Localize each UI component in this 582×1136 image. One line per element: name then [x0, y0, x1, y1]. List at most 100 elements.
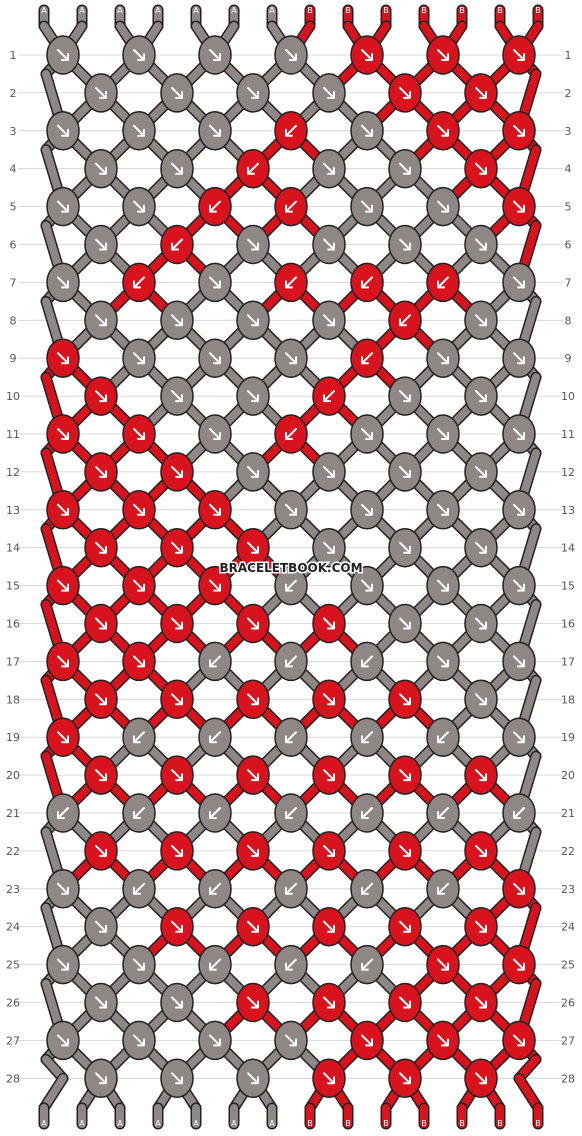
arrow-down-right-icon	[323, 617, 335, 630]
arrow-down-right-icon	[399, 465, 411, 478]
arrow-down-right-icon	[171, 541, 183, 554]
knot	[160, 527, 194, 568]
arrow-down-right-icon	[399, 920, 411, 933]
strand-letter-top: A	[231, 6, 237, 15]
arrow-down-right-icon	[57, 200, 69, 213]
arrow-down-left-icon	[361, 352, 373, 365]
knot	[84, 376, 118, 416]
arrow-down-right-icon	[361, 200, 373, 213]
arrow-down-right-icon	[475, 162, 487, 175]
knot	[274, 35, 308, 75]
knot	[464, 376, 498, 416]
strand-letter-top: B	[307, 6, 313, 15]
knot	[46, 414, 80, 454]
knot	[502, 414, 536, 454]
knot	[122, 186, 156, 227]
arrow-down-left-icon	[361, 655, 373, 668]
arrow-down-right-icon	[57, 49, 69, 61]
knot	[502, 793, 536, 833]
knot	[350, 414, 384, 454]
arrow-down-right-icon	[513, 655, 525, 668]
knot	[122, 111, 156, 151]
arrow-down-right-icon	[133, 503, 145, 516]
arrow-down-right-icon	[361, 49, 373, 61]
knot	[84, 679, 118, 720]
arrow-down-right-icon	[209, 49, 221, 61]
row-number-left: 15	[6, 580, 20, 593]
strand-letter-top: B	[383, 6, 389, 15]
knot	[198, 262, 232, 303]
arrow-down-right-icon	[323, 86, 335, 99]
knot	[312, 831, 346, 871]
knot	[122, 414, 156, 454]
knot	[122, 869, 156, 909]
arrow-down-right-icon	[133, 352, 145, 365]
arrow-down-right-icon	[57, 958, 69, 971]
knot	[426, 414, 460, 454]
row-number-left: 20	[6, 769, 20, 782]
arrow-down-right-icon	[513, 276, 525, 289]
strand-segment	[40, 1074, 67, 1112]
row-number-right: 2	[565, 87, 572, 100]
knot	[464, 982, 498, 1023]
row-number-left: 5	[10, 201, 17, 214]
arrow-down-right-icon	[171, 617, 183, 630]
knot	[236, 603, 270, 644]
strand-letter-top: B	[497, 6, 503, 15]
strand-letter-top: A	[193, 6, 199, 15]
knot	[312, 148, 346, 189]
strand-letter-bottom: B	[535, 1119, 541, 1128]
knot	[160, 452, 194, 492]
arrow-down-right-icon	[323, 238, 335, 251]
knot	[160, 300, 194, 341]
arrow-down-right-icon	[437, 124, 449, 137]
knot	[464, 831, 498, 871]
knot	[502, 869, 536, 909]
arrow-down-right-icon	[247, 1072, 259, 1085]
arrow-down-left-icon	[437, 276, 449, 289]
row-number-right: 23	[561, 883, 575, 896]
knot	[84, 148, 118, 189]
row-number-right: 8	[565, 314, 572, 327]
row-number-left: 26	[6, 997, 20, 1010]
knot	[160, 906, 194, 947]
strand-letter-top: A	[41, 6, 47, 15]
row-number-left: 23	[6, 883, 20, 896]
arrow-down-right-icon	[171, 996, 183, 1009]
knot	[46, 869, 80, 909]
strand-segment	[515, 1074, 542, 1112]
knot	[46, 186, 80, 227]
arrow-down-right-icon	[475, 920, 487, 933]
strand-letter-bottom: A	[79, 1119, 85, 1128]
arrow-down-right-icon	[323, 920, 335, 933]
knot	[122, 565, 156, 606]
row-number-left: 27	[6, 1034, 20, 1047]
row-number-left: 13	[6, 504, 20, 517]
arrow-down-right-icon	[513, 579, 525, 592]
arrow-down-right-icon	[475, 1072, 487, 1085]
knot	[426, 641, 460, 682]
knot	[388, 679, 422, 720]
knot	[502, 490, 536, 530]
arrow-down-right-icon	[247, 86, 259, 99]
knot	[274, 262, 308, 303]
knot	[122, 338, 156, 378]
arrow-down-right-icon	[247, 465, 259, 478]
knot	[84, 1058, 118, 1099]
arrow-down-left-icon	[171, 238, 183, 251]
strand-letter-bottom: B	[459, 1119, 465, 1128]
knot	[236, 376, 270, 416]
arrow-down-right-icon	[247, 238, 259, 251]
arrow-down-right-icon	[57, 1034, 69, 1047]
row-number-left: 28	[6, 1072, 20, 1085]
arrow-down-right-icon	[475, 996, 487, 1009]
arrow-down-right-icon	[95, 996, 107, 1009]
row-number-left: 21	[6, 807, 20, 820]
knot	[198, 641, 232, 682]
row-number-right: 1	[565, 49, 572, 62]
arrow-down-right-icon	[57, 882, 69, 895]
knots	[46, 35, 536, 1099]
knot	[350, 111, 384, 151]
arrow-down-left-icon	[209, 958, 221, 971]
